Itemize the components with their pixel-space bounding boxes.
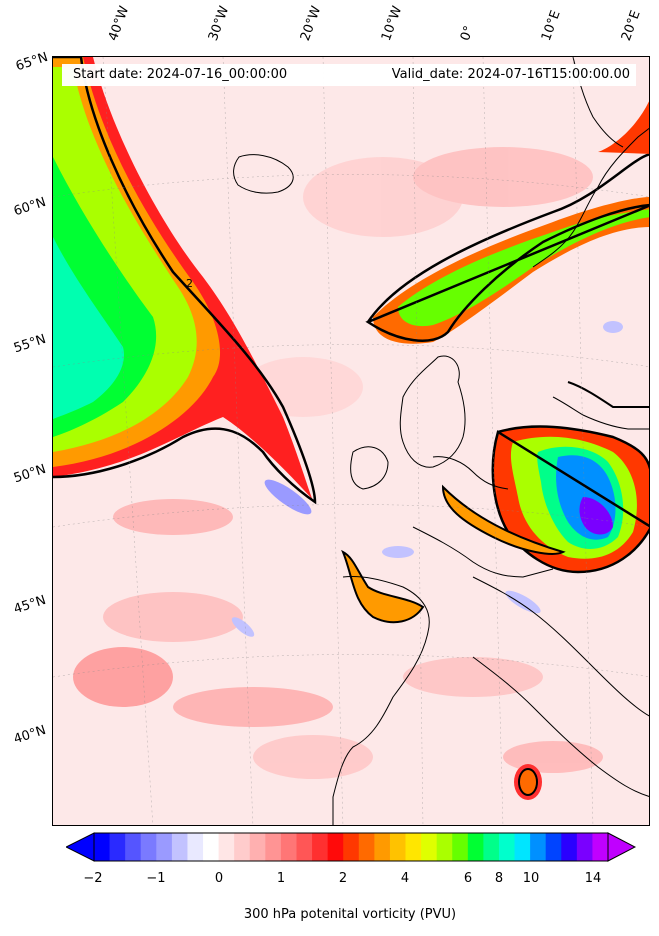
colorbar-segment: [358, 833, 375, 861]
start-date-text: Start date: 2024-07-16_00:00:00: [73, 67, 288, 82]
colorbar-tick-label: 4: [400, 871, 410, 886]
contour-label-2: 2: [186, 277, 193, 290]
colorbar-tick-label: 6: [463, 871, 473, 886]
lat-label-55n: 55°N: [12, 331, 48, 357]
colorbar-min-arrow: [66, 832, 95, 862]
lon-label-30w: 30°W: [205, 4, 233, 43]
lon-label-40w: 40°W: [105, 4, 133, 43]
colorbar-segment: [125, 833, 142, 861]
colorbar-segment: [265, 833, 282, 861]
colorbar-tick-label: 1: [276, 871, 286, 886]
colorbar-segment: [576, 833, 593, 861]
colorbar: [66, 832, 636, 862]
mediterranean-pv-feature: [514, 764, 542, 800]
colorbar-segment: [421, 833, 438, 861]
colorbar-tick-label: 8: [494, 871, 504, 886]
colorbar-segment: [280, 833, 297, 861]
colorbar-label: 300 hPa potenital vorticity (PVU): [243, 907, 457, 922]
colorbar-segment: [234, 833, 251, 861]
pv-map: 2: [52, 56, 650, 826]
colorbar-tick-label: 0: [214, 871, 224, 886]
lon-label-10w: 10°W: [378, 4, 406, 43]
colorbar-segment: [514, 833, 531, 861]
map-canvas: 2: [53, 57, 649, 825]
lat-label-40n: 40°N: [12, 722, 48, 748]
colorbar-segment: [203, 833, 220, 861]
colorbar-border: [93, 832, 609, 862]
lat-label-45n: 45°N: [12, 592, 48, 618]
colorbar-segment: [171, 833, 188, 861]
colorbar-max-arrow: [607, 832, 636, 862]
colorbar-segment: [156, 833, 173, 861]
colorbar-segment: [374, 833, 391, 861]
colorbar-segment: [109, 833, 126, 861]
western-pv-reservoir: [53, 57, 317, 505]
lon-label-20e: 20°E: [618, 8, 644, 44]
colorbar-tick-label: −2: [83, 871, 103, 886]
lat-label-65n: 65°N: [14, 49, 50, 75]
colorbar-tick-label: 10: [522, 871, 540, 886]
colorbar-segment: [327, 833, 344, 861]
colorbar-segment: [545, 833, 562, 861]
colorbar-segment: [94, 833, 111, 861]
colorbar-segment: [452, 833, 469, 861]
colorbar-segment: [187, 833, 204, 861]
colorbar-segment: [405, 833, 422, 861]
colorbar-segment: [530, 833, 547, 861]
colorbar-tick-label: 2: [338, 871, 348, 886]
lon-label-10e: 10°E: [538, 8, 564, 44]
lon-label-0: 0°: [457, 23, 478, 43]
colorbar-segment: [467, 833, 484, 861]
colorbar-segment: [561, 833, 578, 861]
lon-label-20w: 20°W: [297, 4, 325, 43]
valid-date-text: Valid_date: 2024-07-16T15:00:00.00: [391, 67, 630, 82]
european-cutoff-low: [491, 381, 649, 574]
colorbar-segment: [436, 833, 453, 861]
lat-label-50n: 50°N: [12, 461, 48, 487]
colorbar-segment: [140, 833, 157, 861]
lat-label-60n: 60°N: [12, 194, 48, 220]
biscay-pv-streamer: [341, 549, 425, 624]
colorbar-segment: [483, 833, 500, 861]
scandinavian-pv-streamer: [365, 101, 649, 344]
colorbar-segment: [389, 833, 407, 861]
colorbar-tick-label: −1: [146, 871, 166, 886]
colorbar-segment: [592, 833, 609, 861]
colorbar-tick-label: 14: [584, 871, 602, 886]
colorbar-segment: [343, 833, 360, 861]
pv-patches-negative: [231, 321, 623, 637]
colorbar-segment: [296, 833, 313, 861]
colorbar-segment: [312, 833, 329, 861]
graticule: [53, 57, 649, 825]
colorbar-segment: [498, 833, 516, 861]
date-info-bar: Start date: 2024-07-16_00:00:00 Valid_da…: [62, 64, 636, 86]
colorbar-segment: [218, 833, 235, 861]
channel-pv-streamer: [441, 484, 566, 555]
colorbar-segment: [249, 833, 266, 861]
coastlines: [233, 57, 649, 825]
